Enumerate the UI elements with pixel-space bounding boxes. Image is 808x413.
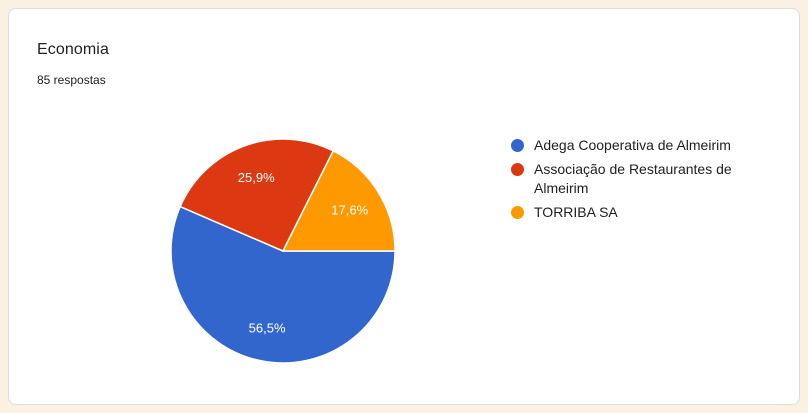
legend-label: Associação de Restaurantes de Almeirim [534, 161, 732, 196]
pie-chart-area: 56,5% 25,9% 17,6% Adega Cooperativa de Alm… [9, 9, 799, 404]
pie-slice-percent-label: 56,5% [249, 320, 286, 335]
pie-chart: 56,5% 25,9% 17,6% [170, 138, 396, 364]
pie-slice-torriba-sa[interactable] [282, 150, 396, 252]
legend-item: Associação de Restaurantes de Almeirim [511, 160, 759, 198]
question-title: Economia [37, 41, 109, 58]
chart-legend: Adega Cooperativa de Almeirim Associação… [511, 136, 759, 227]
pie-slice-percent-label: 17,6% [331, 202, 368, 217]
legend-swatch-icon [511, 139, 524, 152]
legend-swatch-icon [511, 163, 524, 176]
legend-label: Adega Cooperativa de Almeirim [534, 137, 731, 153]
pie-slice-adega-cooperativa-de-almeirim[interactable] [170, 205, 396, 364]
legend-label: TORRIBA SA [534, 204, 618, 220]
card-header: Economia 85 respostas [9, 9, 799, 88]
legend-item: Adega Cooperativa de Almeirim [511, 136, 759, 155]
question-summary-card: Economia 85 respostas 56,5% 25,9% 17,6% Ad… [8, 8, 800, 405]
responses-count: 85 respostas [37, 73, 106, 87]
legend-swatch-icon [511, 206, 524, 219]
pie-slice-percent-label: 25,9% [238, 170, 275, 185]
legend-item: TORRIBA SA [511, 203, 759, 222]
pie-slice-associa-o-de-restaurantes-de-almeirim[interactable] [179, 138, 334, 252]
